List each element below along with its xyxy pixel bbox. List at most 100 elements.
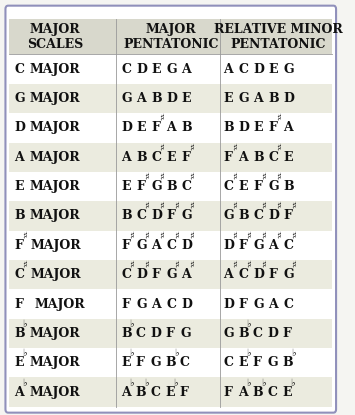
Text: ♯: ♯ [22, 232, 27, 241]
Text: ♭: ♭ [247, 378, 251, 388]
Text: G: G [239, 92, 249, 105]
Text: D: D [253, 268, 264, 281]
Text: A: A [224, 268, 233, 281]
Text: ♯: ♯ [277, 173, 281, 182]
Text: ♯: ♯ [175, 203, 179, 211]
Text: ♯: ♯ [262, 173, 266, 182]
Text: B: B [136, 386, 146, 399]
Text: A: A [283, 121, 293, 134]
Text: ♯: ♯ [247, 261, 251, 270]
Text: B: B [224, 121, 234, 134]
Text: ♭: ♭ [291, 349, 295, 358]
Text: E: E [239, 180, 248, 193]
Text: B: B [166, 356, 176, 369]
Text: ♯: ♯ [159, 114, 164, 123]
Text: G: G [253, 298, 264, 310]
Text: E: E [136, 121, 146, 134]
Text: F: F [181, 151, 190, 164]
Text: C: C [239, 63, 248, 76]
Text: C: C [14, 268, 24, 281]
Text: F: F [14, 298, 23, 310]
Text: D: D [121, 121, 132, 134]
Text: F: F [224, 151, 233, 164]
Text: MAJOR: MAJOR [31, 239, 81, 252]
Text: B: B [253, 151, 264, 164]
Text: C: C [224, 180, 234, 193]
Text: C: C [150, 386, 160, 399]
Bar [9, 319, 332, 348]
Text: ♯: ♯ [262, 261, 266, 270]
Text: A: A [121, 151, 131, 164]
Bar [9, 201, 332, 231]
Text: F: F [166, 210, 175, 222]
Text: E: E [283, 151, 293, 164]
Text: F: F [151, 121, 160, 134]
Text: ♯: ♯ [144, 232, 149, 241]
Text: C: C [136, 210, 146, 222]
Text: A: A [136, 92, 146, 105]
Text: MAJOR: MAJOR [29, 210, 80, 222]
Text: F: F [151, 268, 160, 281]
Text: C: C [268, 151, 278, 164]
Text: G: G [136, 298, 147, 310]
Text: D: D [283, 92, 294, 105]
Text: C: C [166, 239, 176, 252]
Text: D: D [136, 268, 147, 281]
Text: ♯: ♯ [232, 203, 236, 211]
Text: ♯: ♯ [277, 203, 281, 211]
FancyBboxPatch shape [5, 6, 336, 413]
Text: G: G [151, 356, 161, 369]
Text: F: F [14, 239, 23, 252]
Text: ♭: ♭ [144, 378, 148, 388]
Text: E: E [121, 356, 131, 369]
Text: ♯: ♯ [277, 232, 281, 241]
Bar [9, 84, 332, 113]
Text: ♯: ♯ [144, 203, 149, 211]
Text: E: E [224, 92, 233, 105]
Text: ♯: ♯ [232, 144, 236, 153]
Text: G: G [151, 180, 162, 193]
Text: B: B [283, 180, 294, 193]
Text: G: G [283, 268, 294, 281]
Text: A: A [121, 386, 131, 399]
Text: F: F [136, 356, 144, 369]
Text: MAJOR: MAJOR [29, 151, 80, 164]
Text: ♯: ♯ [175, 261, 179, 270]
Text: E: E [282, 386, 291, 399]
Text: C: C [239, 268, 248, 281]
Text: B: B [283, 356, 293, 369]
Text: E: E [253, 121, 263, 134]
Bar [9, 20, 332, 54]
Text: MAJOR: MAJOR [29, 63, 80, 76]
Text: MAJOR: MAJOR [30, 386, 81, 399]
Text: C: C [14, 63, 24, 76]
Text: A: A [268, 298, 278, 310]
Text: B: B [166, 180, 177, 193]
Text: B: B [14, 327, 25, 340]
Text: MAJOR: MAJOR [30, 327, 81, 340]
Text: B: B [253, 386, 263, 399]
Text: MAJOR: MAJOR [29, 121, 80, 134]
Text: ♯: ♯ [190, 144, 194, 153]
Text: G: G [253, 239, 264, 252]
Text: E: E [239, 356, 248, 369]
Text: MAJOR
SCALES: MAJOR SCALES [27, 23, 83, 51]
Text: ♭: ♭ [290, 378, 295, 388]
Text: B: B [121, 210, 132, 222]
Text: ♯: ♯ [159, 203, 164, 211]
Text: E: E [166, 151, 176, 164]
Text: F: F [268, 268, 277, 281]
Text: B: B [239, 210, 249, 222]
Text: E: E [165, 386, 174, 399]
Text: ♭: ♭ [261, 378, 266, 388]
Text: F: F [253, 356, 262, 369]
Text: C: C [224, 356, 234, 369]
Text: D: D [181, 239, 192, 252]
Text: D: D [136, 63, 147, 76]
Text: C: C [253, 210, 263, 222]
Text: G: G [166, 63, 177, 76]
Text: ♯: ♯ [291, 203, 296, 211]
Text: ♯: ♯ [291, 261, 296, 270]
Text: G: G [283, 63, 294, 76]
Text: F: F [283, 327, 291, 340]
